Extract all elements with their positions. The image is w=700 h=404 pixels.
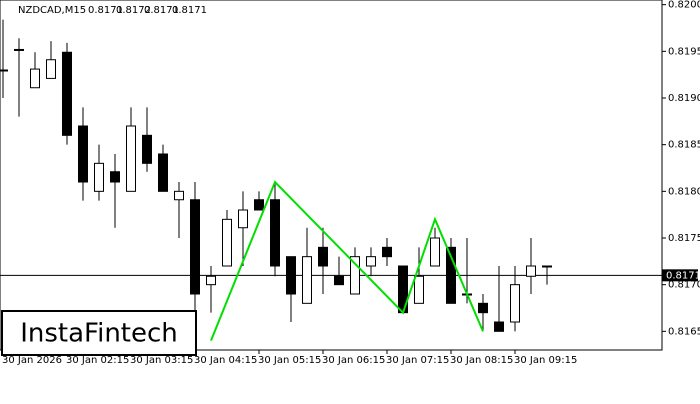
candle-body <box>510 284 520 323</box>
candle-body <box>14 48 24 51</box>
y-tick-label: 0.8175 <box>668 233 700 244</box>
candle-body <box>46 59 56 79</box>
x-tick-label: 30 Jan 2026 <box>2 355 62 366</box>
x-tick-label: 30 Jan 05:15 <box>258 355 321 366</box>
candle-body <box>302 256 312 304</box>
header-value: 0.8171 <box>144 5 179 16</box>
x-tick-label: 30 Jan 08:15 <box>450 355 513 366</box>
candle-body <box>334 275 344 286</box>
candle-body <box>62 51 72 136</box>
candle-body <box>350 256 360 295</box>
candle-body <box>142 134 152 164</box>
candle-body <box>526 265 536 277</box>
x-tick-label: 30 Jan 02:15 <box>66 355 129 366</box>
header-value: 0.8171 <box>88 5 123 16</box>
y-tick-label: 0.8165 <box>668 326 700 337</box>
chart-title: NZDCAD,M15 <box>18 5 86 16</box>
logo-box <box>1 310 197 356</box>
candle-body <box>0 69 8 72</box>
candle-body <box>414 275 424 304</box>
candle-body <box>478 302 488 314</box>
candle-body <box>174 190 184 201</box>
y-tick-label: 0.8185 <box>668 140 700 151</box>
y-tick-label: 0.8170 <box>668 280 700 291</box>
x-tick-label: 30 Jan 03:15 <box>130 355 193 366</box>
price-tag <box>662 269 698 282</box>
x-tick-label: 30 Jan 04:15 <box>194 355 257 366</box>
candle-body <box>318 246 328 267</box>
pattern-line <box>210 180 484 342</box>
candle-body <box>126 125 136 192</box>
candle-body <box>206 275 216 286</box>
candle-body <box>494 321 504 332</box>
x-tick-label: 30 Jan 06:15 <box>322 355 385 366</box>
candle-body <box>78 125 88 183</box>
candle-body <box>30 68 40 89</box>
candle-body <box>190 199 200 295</box>
candle-body <box>158 153 168 192</box>
candle-body <box>254 199 264 211</box>
logo-text: InstaFintech <box>20 319 178 349</box>
candle-body <box>94 162 104 192</box>
candle-body <box>430 237 440 267</box>
candle-body <box>382 246 392 258</box>
candle-body <box>366 256 376 267</box>
header-value: 0.8172 <box>116 5 151 16</box>
candle-body <box>222 218 232 267</box>
header-value: 0.8171 <box>172 5 207 16</box>
candle-body <box>110 171 120 183</box>
y-tick-label: 0.8195 <box>668 46 700 57</box>
y-tick-label: 0.8190 <box>668 93 700 104</box>
candle-body <box>238 209 248 229</box>
candle-body <box>270 199 280 267</box>
price-tag-label: 0.8171 <box>666 270 700 281</box>
candle-body <box>542 265 552 268</box>
x-tick-label: 30 Jan 09:15 <box>514 355 577 366</box>
logo: InstaFintech <box>1 310 197 356</box>
y-tick-label: 0.8200 <box>668 0 700 11</box>
x-tick-label: 30 Jan 07:15 <box>386 355 449 366</box>
y-tick-label: 0.8180 <box>668 186 700 197</box>
candle-body <box>446 246 456 304</box>
candle-body <box>286 256 296 295</box>
